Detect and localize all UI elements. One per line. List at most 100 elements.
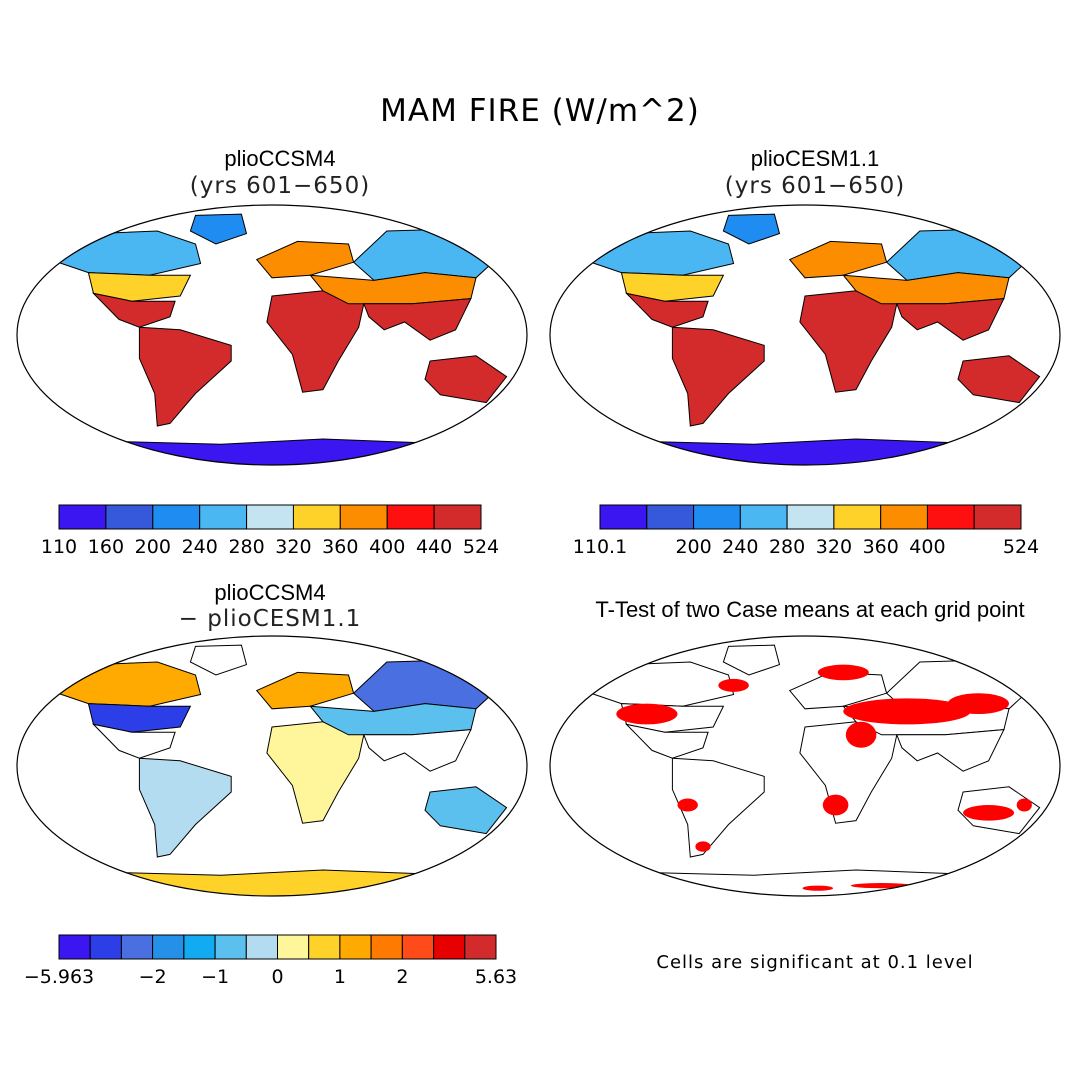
region-northern-north-america xyxy=(574,230,735,276)
region-south-america xyxy=(138,326,232,427)
region-greenland xyxy=(722,213,781,245)
figure-title: MAM FIRE (W/m^2) xyxy=(380,93,700,129)
significant-cell-patch xyxy=(822,794,849,816)
colorbar-swatch xyxy=(339,504,388,530)
region-australia xyxy=(424,355,508,404)
significant-cell-patch xyxy=(677,798,698,812)
colorbar-3: −5.963 −2 −1 0 1 2 5.63 xyxy=(24,934,517,988)
colorbar-tick-label: 110.1 xyxy=(573,536,627,558)
region-europe xyxy=(255,671,355,710)
colorbar-tick-label: −2 xyxy=(139,966,167,988)
colorbar-tick-label: 240 xyxy=(722,536,758,558)
map-ttest xyxy=(550,644,1060,896)
panel-1-title: plioCCSM4 xyxy=(224,146,336,171)
outline-northern-north-america xyxy=(574,661,735,707)
region-europe xyxy=(255,240,355,279)
colorbar-swatch xyxy=(646,504,695,530)
colorbar-swatch xyxy=(245,934,279,960)
colorbar-tick-label: 200 xyxy=(135,536,171,558)
region-south-america xyxy=(671,326,765,427)
significant-cell-patch xyxy=(817,664,869,681)
colorbar-tick-label: 2 xyxy=(396,966,408,988)
colorbar-tick-label: 0 xyxy=(271,966,283,988)
panel-2-title: plioCESM1.1 xyxy=(750,146,880,171)
panel-3-title: plioCCSM4 xyxy=(214,580,326,605)
significant-cell-patch xyxy=(616,703,678,725)
colorbar-tick-label: 320 xyxy=(816,536,852,558)
colorbar-tick-label: 280 xyxy=(769,536,805,558)
colorbar-swatch xyxy=(833,504,882,530)
colorbar-swatch xyxy=(199,504,248,530)
significant-cell-patch xyxy=(845,721,877,748)
region-antarctica xyxy=(17,869,527,896)
panel-1-subtitle: (yrs 601−650) xyxy=(189,173,371,199)
colorbar-swatch xyxy=(464,934,497,960)
significant-cell-patch xyxy=(947,693,1010,714)
colorbar-tick-label: 280 xyxy=(228,536,264,558)
colorbar-swatch xyxy=(786,504,835,530)
significant-cell-patch xyxy=(636,880,668,886)
region-antarctica xyxy=(550,438,1060,465)
colorbar-swatch xyxy=(292,504,341,530)
significant-cell-patch xyxy=(1016,798,1032,812)
region-australia xyxy=(957,355,1041,404)
colorbar-tick-label: 1 xyxy=(334,966,346,988)
colorbar-swatch xyxy=(152,504,201,530)
region-south-america xyxy=(138,757,232,858)
colorbar-tick-label: 360 xyxy=(322,536,358,558)
colorbar-swatch xyxy=(433,504,482,530)
region-antarctica xyxy=(17,438,527,465)
colorbar-swatch xyxy=(277,934,310,960)
region-south-asia xyxy=(363,729,472,772)
colorbar-swatch xyxy=(183,934,216,960)
colorbar-tick-label: −5.963 xyxy=(24,966,94,988)
colorbar-tick-label: 110 xyxy=(41,536,77,558)
map-border-1 xyxy=(16,204,528,466)
region-south-asia xyxy=(896,298,1005,341)
panel-2-subtitle: (yrs 601−650) xyxy=(724,173,906,199)
colorbar-swatch xyxy=(880,504,929,530)
colorbar-swatch xyxy=(120,934,154,960)
colorbar-swatch xyxy=(58,504,107,530)
significant-cell-patch xyxy=(718,678,749,692)
colorbar-tick-label: 524 xyxy=(463,536,499,558)
colorbar-swatch xyxy=(739,504,788,530)
colorbar-tick-label: 400 xyxy=(369,536,405,558)
region-africa xyxy=(266,290,365,393)
significance-note: Cells are significant at 0.1 level xyxy=(656,952,974,973)
colorbar-tick-label: 5.63 xyxy=(475,966,517,988)
map-border-4 xyxy=(549,635,1061,897)
significant-cell-patch xyxy=(695,841,711,852)
outline-south-asia xyxy=(896,729,1005,772)
colorbar-tick-label: 200 xyxy=(675,536,711,558)
colorbar-1: 110 160 200 240 280 320 360 400 440 524 xyxy=(41,504,499,558)
outline-greenland xyxy=(722,644,781,676)
significant-cell-patch xyxy=(843,698,971,725)
map-outlines xyxy=(16,204,1061,897)
region-northern-north-america xyxy=(41,661,202,707)
colorbar-swatch xyxy=(152,934,185,960)
colorbar-swatch xyxy=(58,934,91,960)
region-southern-united-states xyxy=(624,292,709,328)
colorbar-tick-label: 360 xyxy=(863,536,899,558)
region-africa xyxy=(799,290,898,393)
region-southern-united-states xyxy=(91,292,176,328)
colorbar-swatch xyxy=(401,934,435,960)
panel-4-title: T-Test of two Case means at each grid po… xyxy=(595,597,1025,622)
colorbar-tick-label: 440 xyxy=(416,536,452,558)
colorbar-swatch xyxy=(926,504,975,530)
outline-antarctica xyxy=(550,869,1060,896)
colorbar-tick-label: 320 xyxy=(275,536,311,558)
colorbar-tick-label: −1 xyxy=(201,966,229,988)
colorbar-swatch xyxy=(214,934,247,960)
colorbar-swatch xyxy=(246,504,295,530)
colorbar-swatch xyxy=(370,934,403,960)
map-border-2 xyxy=(549,204,1061,466)
region-greenland xyxy=(189,644,248,676)
colorbar-swatch xyxy=(599,504,648,530)
significant-cell-patch xyxy=(802,885,834,891)
colorbar-swatch xyxy=(693,504,741,530)
colorbar-tick-label: 524 xyxy=(1003,536,1039,558)
region-greenland xyxy=(189,213,248,245)
